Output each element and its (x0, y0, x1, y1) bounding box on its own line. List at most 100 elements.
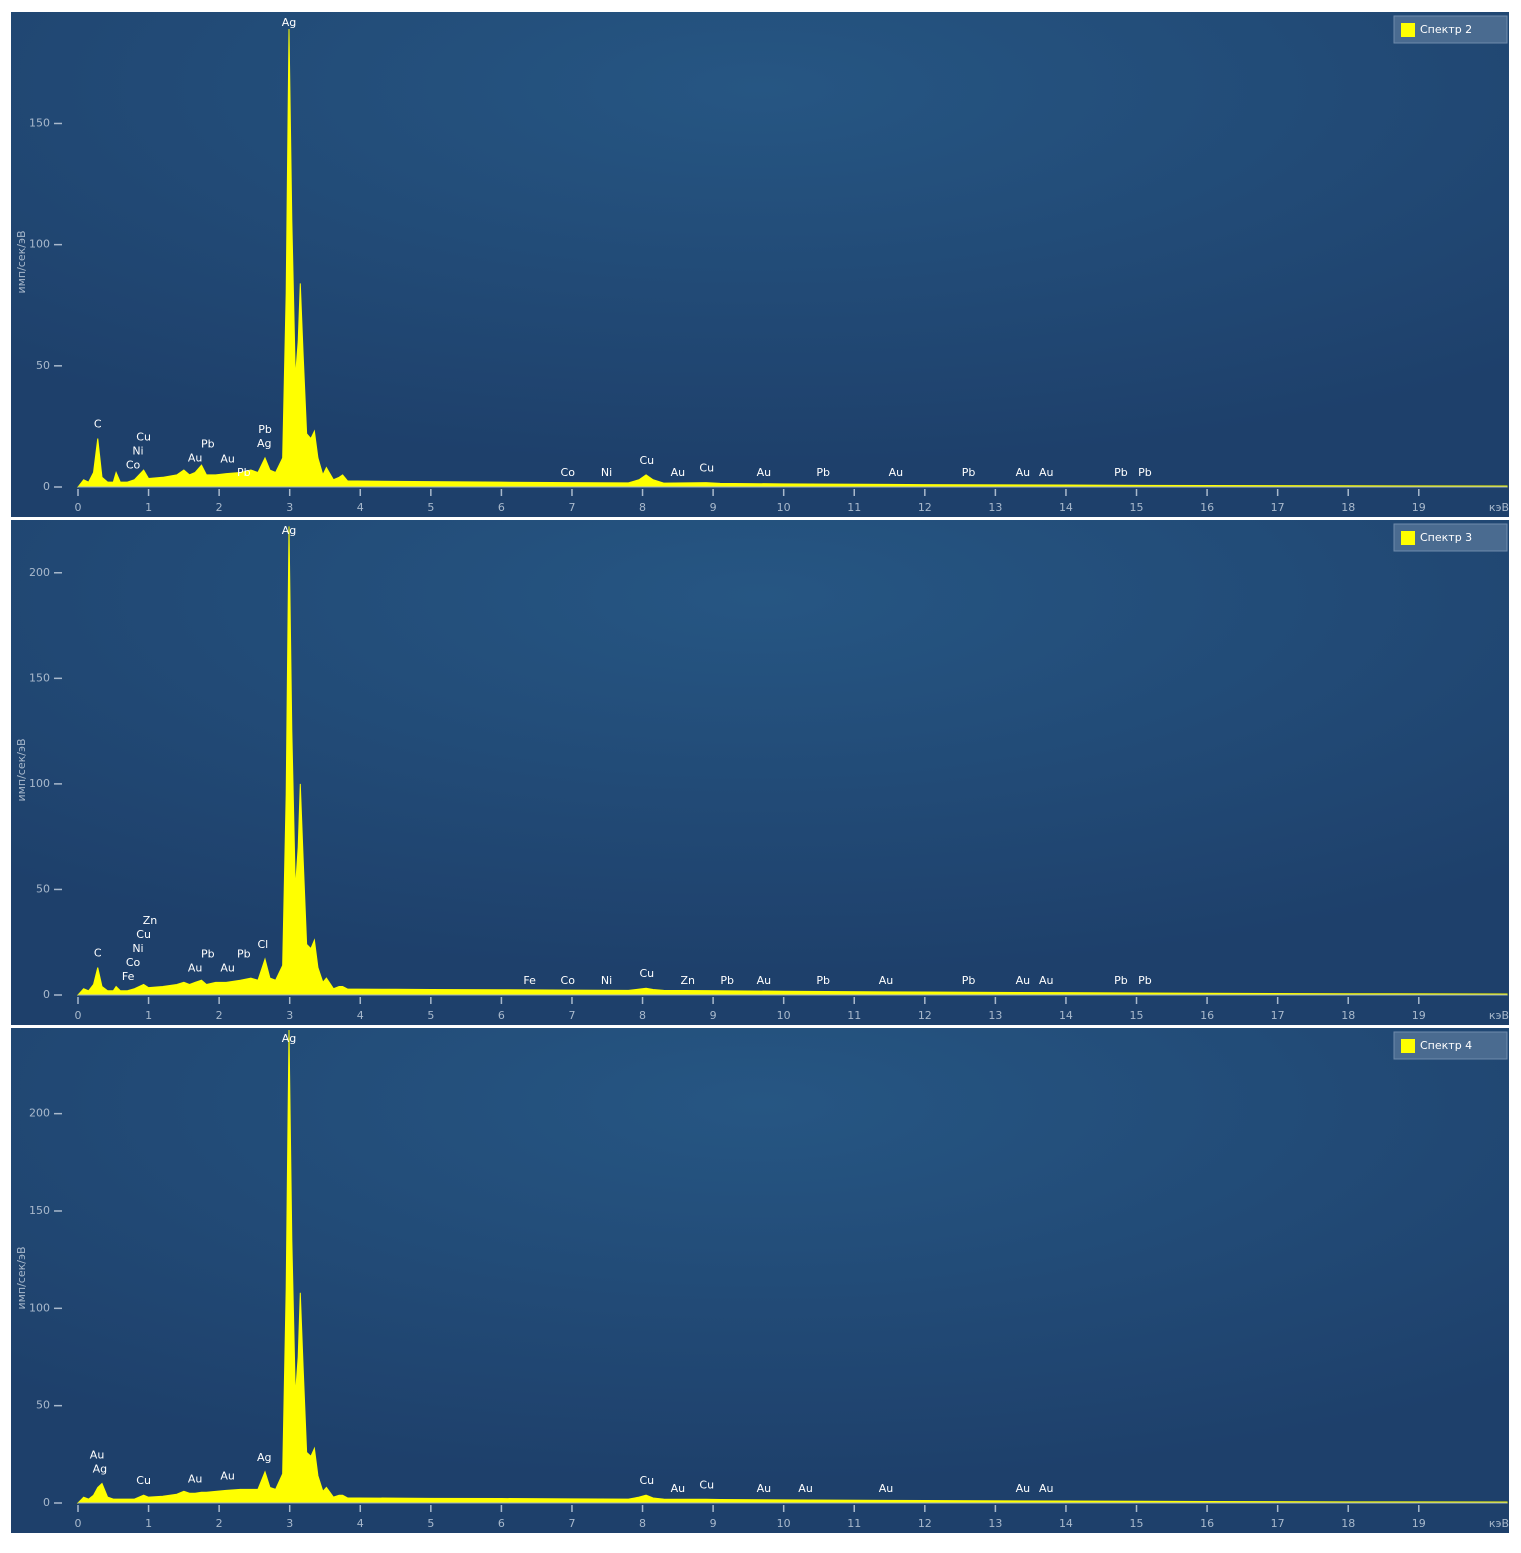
peak-label: Au (1016, 466, 1031, 479)
peak-label: Au (671, 466, 686, 479)
x-tick-label: 5 (427, 501, 434, 514)
x-tick-label: 1 (145, 1009, 152, 1022)
peak-label: Co (561, 974, 576, 987)
x-tick-label: 18 (1341, 1009, 1355, 1022)
peak-label: Au (671, 1482, 686, 1495)
y-tick-label: 0 (43, 480, 50, 493)
x-tick-label: 18 (1341, 501, 1355, 514)
peak-label: Pb (1114, 974, 1128, 987)
peak-label: Pb (1114, 466, 1128, 479)
y-tick-label: 50 (36, 359, 50, 372)
y-tick-label: 200 (29, 566, 50, 579)
x-tick-label: 17 (1271, 1009, 1285, 1022)
legend-swatch (1401, 23, 1415, 37)
x-tick-label: 13 (988, 1009, 1002, 1022)
peak-label: Ni (132, 445, 143, 458)
x-tick-label: 3 (286, 501, 293, 514)
x-tick-label: 9 (710, 501, 717, 514)
peak-label: Pb (201, 437, 215, 450)
legend-label: Спектр 2 (1420, 23, 1472, 36)
peak-label: Cl (258, 938, 269, 951)
legend: Спектр 2 (1393, 15, 1508, 44)
peak-label: Ag (282, 16, 297, 29)
x-tick-label: 9 (710, 1009, 717, 1022)
peak-label: Pb (816, 974, 830, 987)
x-tick-label: 5 (427, 1517, 434, 1530)
y-axis-label: имп/сек/эВ (15, 738, 28, 801)
peak-label: Au (798, 1482, 813, 1495)
peak-label: Fe (523, 974, 536, 987)
x-tick-label: 4 (357, 501, 364, 514)
x-tick-label: 6 (498, 1009, 505, 1022)
x-tick-label: 10 (777, 1517, 791, 1530)
x-tick-label: 12 (918, 501, 932, 514)
peak-label: Zn (143, 914, 158, 927)
peak-label: Pb (201, 947, 215, 960)
x-tick-label: 15 (1130, 1517, 1144, 1530)
x-tick-label: 7 (568, 1517, 575, 1530)
x-tick-label: 15 (1130, 1009, 1144, 1022)
legend-swatch (1401, 1039, 1415, 1053)
legend: Спектр 3 (1393, 523, 1508, 552)
peak-label: Pb (258, 423, 272, 436)
x-tick-label: 10 (777, 1009, 791, 1022)
x-tick-label: 2 (216, 501, 223, 514)
x-tick-label: 8 (639, 1009, 646, 1022)
y-tick-label: 200 (29, 1107, 50, 1120)
peak-label: Pb (816, 466, 830, 479)
x-tick-label: 14 (1059, 1009, 1073, 1022)
panel (11, 520, 1509, 1025)
peak-label: Ag (93, 1463, 108, 1476)
x-tick-label: 18 (1341, 1517, 1355, 1530)
peak-label: Pb (237, 947, 251, 960)
y-axis-label: имп/сек/эВ (15, 230, 28, 293)
x-axis-label: кэВ (1489, 501, 1509, 514)
spectrum-area (76, 1029, 1508, 1504)
peak-label: Au (879, 974, 894, 987)
panel (11, 1028, 1509, 1533)
peak-label: C (94, 947, 102, 960)
peak-label: Fe (122, 970, 135, 983)
spectrum-area (76, 526, 1508, 996)
x-tick-label: 2 (216, 1517, 223, 1530)
peak-label: Au (757, 466, 772, 479)
peak-label: Cu (699, 1478, 714, 1491)
x-tick-label: 0 (75, 1517, 82, 1530)
y-tick-label: 0 (43, 988, 50, 1001)
spectrum-area (76, 28, 1508, 488)
x-tick-label: 19 (1412, 1517, 1426, 1530)
peak-label: C (94, 418, 102, 431)
peak-label: Ag (282, 524, 297, 537)
x-tick-label: 5 (427, 1009, 434, 1022)
panel (11, 12, 1509, 517)
x-tick-label: 6 (498, 501, 505, 514)
y-tick-label: 150 (29, 671, 50, 684)
peak-label: Cu (639, 1474, 654, 1487)
peak-label: Pb (962, 466, 976, 479)
peak-label: Au (1016, 1482, 1031, 1495)
peak-label: Au (1039, 974, 1054, 987)
x-tick-label: 16 (1200, 1009, 1214, 1022)
x-tick-label: 16 (1200, 501, 1214, 514)
peak-label: Ni (601, 974, 612, 987)
x-tick-label: 0 (75, 1009, 82, 1022)
x-tick-label: 1 (145, 1517, 152, 1530)
legend: Спектр 4 (1393, 1031, 1508, 1060)
peak-label: Co (561, 466, 576, 479)
peak-label: Co (126, 956, 141, 969)
peak-label: Au (889, 466, 904, 479)
x-tick-label: 19 (1412, 501, 1426, 514)
peak-label: Cu (639, 967, 654, 980)
legend-swatch (1401, 531, 1415, 545)
peak-label: Au (90, 1449, 105, 1462)
peak-label: Cu (699, 462, 714, 475)
legend-label: Спектр 4 (1420, 1039, 1472, 1052)
x-tick-label: 17 (1271, 1517, 1285, 1530)
peak-label: Au (1039, 1482, 1054, 1495)
x-tick-label: 7 (568, 501, 575, 514)
peak-label: Cu (136, 431, 151, 444)
y-tick-label: 150 (29, 116, 50, 129)
x-tick-label: 12 (918, 1009, 932, 1022)
